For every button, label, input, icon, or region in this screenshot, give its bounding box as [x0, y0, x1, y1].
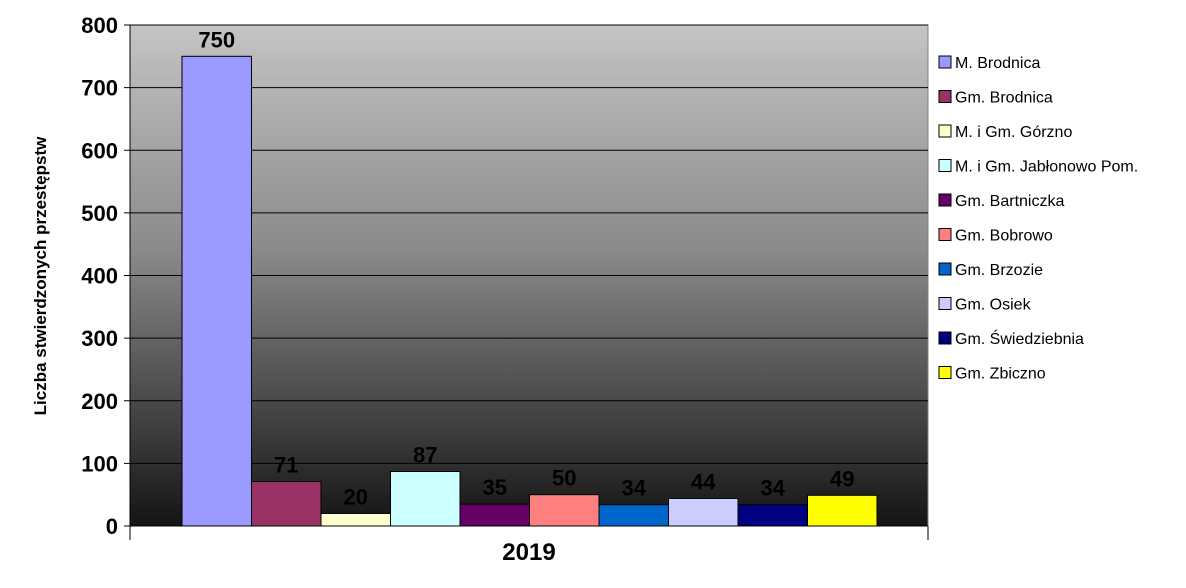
legend-label: Gm. Bobrowo [955, 228, 1053, 245]
legend-swatch [938, 228, 952, 241]
legend: M. Brodnica Gm. Brodnica M. i Gm. Górzno M.… [938, 55, 1138, 383]
bar-value-label: 750 [198, 27, 235, 52]
legend-swatch [938, 124, 952, 138]
bar-value-label: 87 [413, 443, 437, 468]
legend-swatch [938, 331, 952, 345]
bar [320, 512, 391, 527]
y-tick-label: 400 [81, 264, 118, 289]
x-category-label: 2019 [502, 539, 555, 566]
y-tick-label: 200 [81, 389, 118, 414]
bar-value-label: 20 [344, 484, 368, 509]
legend-label: Gm. Zbiczno [955, 366, 1046, 383]
bar [529, 494, 600, 527]
legend-label: Gm. Osiek [955, 297, 1032, 314]
legend-label: Gm. Brzozie [955, 262, 1043, 279]
legend-swatch [938, 55, 952, 69]
legend-swatch [938, 262, 952, 276]
y-tick-label: 500 [81, 201, 118, 226]
y-tick-label: 300 [81, 326, 118, 351]
y-tick-label: 0 [106, 514, 118, 539]
bar-value-label: 34 [622, 476, 647, 501]
legend-label: Gm. Brodnica [955, 90, 1053, 107]
bar [181, 55, 252, 527]
y-tick-label: 800 [81, 13, 118, 38]
bar-value-label: 34 [761, 476, 786, 501]
y-axis-title: Liczba stwierdzonych przestępstw [31, 136, 50, 415]
bar-value-label: 44 [691, 469, 716, 494]
bar [598, 504, 669, 527]
legend-label: Gm. Świedziebnia [955, 329, 1084, 348]
bar-value-label: 49 [830, 466, 854, 491]
bar [459, 503, 530, 527]
legend-swatch [938, 366, 952, 379]
y-tick-label: 100 [81, 451, 118, 476]
legend-label: M. Brodnica [955, 55, 1040, 72]
y-tick-label: 700 [81, 76, 118, 101]
legend-label: Gm. Bartniczka [955, 193, 1064, 210]
y-tick-label: 600 [81, 138, 118, 163]
legend-swatch [938, 297, 952, 310]
bar [737, 504, 808, 527]
legend-swatch [938, 193, 952, 207]
legend-swatch [938, 90, 952, 103]
legend-swatch [938, 159, 952, 172]
bar [807, 494, 878, 527]
bar [251, 481, 322, 527]
bar-value-label: 50 [552, 466, 576, 491]
bar-value-label: 71 [274, 453, 298, 478]
bar-value-label: 35 [483, 475, 507, 500]
bar [390, 471, 461, 527]
legend-label: M. i Gm. Jabłonowo Pom. [955, 159, 1138, 176]
legend-label: M. i Gm. Górzno [955, 124, 1072, 141]
bar [668, 497, 739, 527]
